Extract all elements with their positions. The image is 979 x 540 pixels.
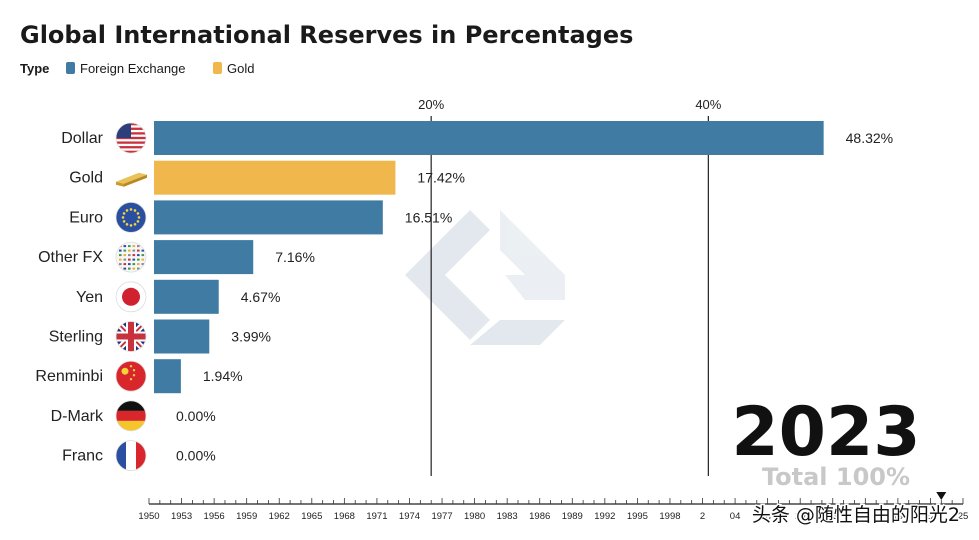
china-flag-icon xyxy=(115,360,147,392)
timeline-label: 1965 xyxy=(301,511,322,522)
value-label-dollar: 48.32% xyxy=(846,130,893,146)
bar-sterling xyxy=(154,319,210,354)
total-label: Total 100% xyxy=(762,463,910,491)
bar-renminbi xyxy=(154,359,181,394)
x-tick-label-40: 40% xyxy=(695,97,721,112)
timeline-label: 10 xyxy=(795,511,806,522)
category-label-franc: Franc xyxy=(62,448,103,465)
timeline-label: 1992 xyxy=(594,511,615,522)
watermark-logo-icon xyxy=(405,210,565,345)
timeline-label: 1962 xyxy=(269,511,290,522)
us-flag-icon xyxy=(115,122,147,154)
japan-flag-icon xyxy=(115,281,147,313)
value-label-sterling: 3.99% xyxy=(231,329,271,345)
category-label-other-fx: Other FX xyxy=(38,249,103,266)
bar-yen xyxy=(154,279,219,314)
timeline-current-marker xyxy=(936,492,947,500)
x-tick-label-20: 20% xyxy=(418,97,444,112)
timeline-label: 1995 xyxy=(627,511,648,522)
watermark-text: 头条 @随性自由的阳光2 xyxy=(752,504,960,526)
timeline-label: 1974 xyxy=(399,511,420,522)
legend-label-gold: Gold xyxy=(227,61,254,76)
timeline-label: 1989 xyxy=(562,511,583,522)
year-label: 2023 xyxy=(731,393,920,472)
timeline-label: 1971 xyxy=(366,511,387,522)
other-fx-flags-icon xyxy=(115,241,147,273)
bars xyxy=(154,121,824,394)
category-label-d-mark: D-Mark xyxy=(51,408,104,425)
timeline-label: 1950 xyxy=(138,511,159,522)
timeline-label: 07 xyxy=(762,511,773,522)
category-label-euro: Euro xyxy=(69,209,103,226)
eu-flag-icon xyxy=(115,201,147,233)
timeline: 1950 1953 1956 1959 1962 1965 1968 1971 1974 1977… xyxy=(138,492,968,522)
timeline-label: 04 xyxy=(730,511,741,522)
value-label-d-mark: 0.00% xyxy=(176,408,216,424)
value-label-other-fx: 7.16% xyxy=(275,249,315,265)
category-label-yen: Yen xyxy=(76,289,103,306)
grid xyxy=(430,116,709,476)
category-labels: Dollar Gold Euro Other FX Yen Sterling Renminb… xyxy=(35,130,104,465)
france-flag-icon xyxy=(115,440,147,472)
timeline-label: 22 xyxy=(925,511,936,522)
bar-euro xyxy=(154,200,383,235)
timeline-label: 1998 xyxy=(659,511,680,522)
germany-flag-icon xyxy=(115,400,147,432)
timeline-label: 1953 xyxy=(171,511,192,522)
value-label-gold: 17.42% xyxy=(417,170,464,186)
timeline-label: 19 xyxy=(893,511,904,522)
legend: Type Foreign Exchange Gold xyxy=(20,61,254,76)
timeline-label: 16 xyxy=(860,511,871,522)
gold-bar-icon xyxy=(116,172,147,187)
value-labels: 48.32% 17.42% 16.51% 7.16% 4.67% 3.99% 1.94% 0.… xyxy=(176,130,893,464)
value-label-renminbi: 1.94% xyxy=(203,368,243,384)
value-label-yen: 4.67% xyxy=(241,289,281,305)
timeline-label: 1986 xyxy=(529,511,550,522)
timeline-label: 2 xyxy=(700,511,705,522)
legend-swatch-foreign-exchange xyxy=(66,62,75,74)
timeline-label: 1983 xyxy=(497,511,518,522)
timeline-label: 1968 xyxy=(334,511,355,522)
timeline-label: 13 xyxy=(827,511,838,522)
uk-flag-icon xyxy=(115,321,147,352)
timeline-label: 1977 xyxy=(431,511,452,522)
timeline-label: 1980 xyxy=(464,511,485,522)
value-label-franc: 0.00% xyxy=(176,448,216,464)
bar-gold xyxy=(154,160,396,195)
flags xyxy=(115,122,147,472)
timeline-label: 25 xyxy=(958,511,969,522)
category-label-dollar: Dollar xyxy=(61,130,103,147)
chart-title: Global International Reserves in Percent… xyxy=(20,21,633,49)
category-label-gold: Gold xyxy=(69,170,103,187)
bar-other-fx xyxy=(154,240,254,275)
category-label-sterling: Sterling xyxy=(49,329,103,346)
value-label-euro: 16.51% xyxy=(405,209,452,225)
timeline-label: 1959 xyxy=(236,511,257,522)
timeline-label: 1956 xyxy=(204,511,225,522)
x-tick-labels: 20% 40% xyxy=(418,97,722,112)
legend-title: Type xyxy=(20,61,49,76)
category-label-renminbi: Renminbi xyxy=(35,368,103,385)
legend-swatch-gold xyxy=(213,62,222,74)
bar-dollar xyxy=(154,121,824,155)
legend-label-foreign-exchange: Foreign Exchange xyxy=(80,61,186,76)
